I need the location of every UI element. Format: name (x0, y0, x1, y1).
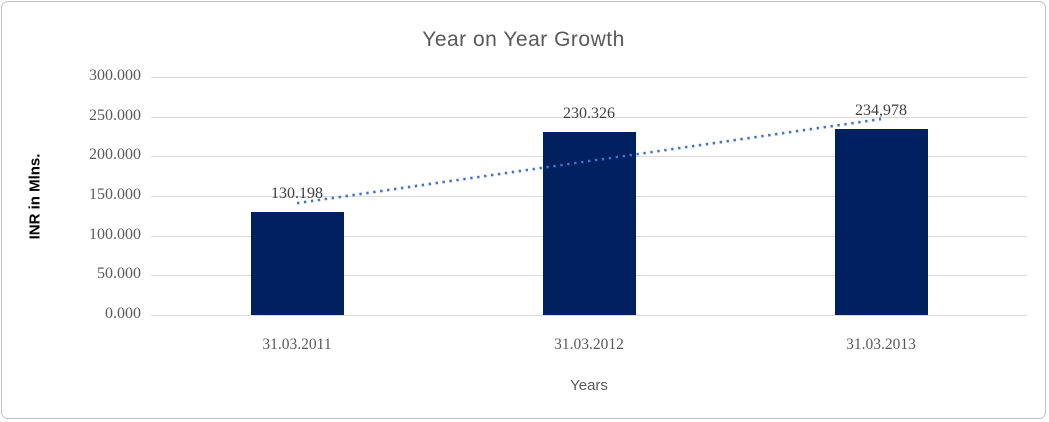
bar-value-label: 234,978 (855, 101, 907, 119)
chart-title: Year on Year Growth (422, 28, 625, 51)
trendline (296, 117, 882, 205)
y-tick-label: 100.000 (89, 225, 141, 243)
gridline (151, 315, 1027, 316)
plot-area: 130.198 230.326 234,978 (151, 77, 1027, 316)
y-tick-label: 200.000 (89, 146, 141, 164)
gridline (151, 77, 1027, 78)
y-tick-label: 150.000 (89, 186, 141, 203)
bar-value-label: 230.326 (563, 105, 615, 123)
gridline (151, 116, 1027, 118)
x-category-label: 31.03.2012 (554, 336, 624, 353)
x-axis-title: Years (570, 377, 608, 394)
y-tick-label: 250.000 (89, 106, 141, 124)
x-category-label: 31.03.2011 (262, 336, 332, 353)
bar-31.03.2013 (834, 128, 928, 315)
bar-31.03.2012 (542, 132, 636, 315)
y-tick-label: 0.000 (105, 305, 141, 322)
y-tick-label: 300.000 (89, 67, 141, 84)
bar-value-label: 130.198 (271, 184, 323, 202)
bar-31.03.2011 (250, 211, 344, 315)
x-category-label: 31.03.2013 (846, 336, 916, 353)
y-axis-title: INR in Mlns. (26, 153, 44, 240)
y-tick-label: 50.000 (97, 265, 141, 283)
